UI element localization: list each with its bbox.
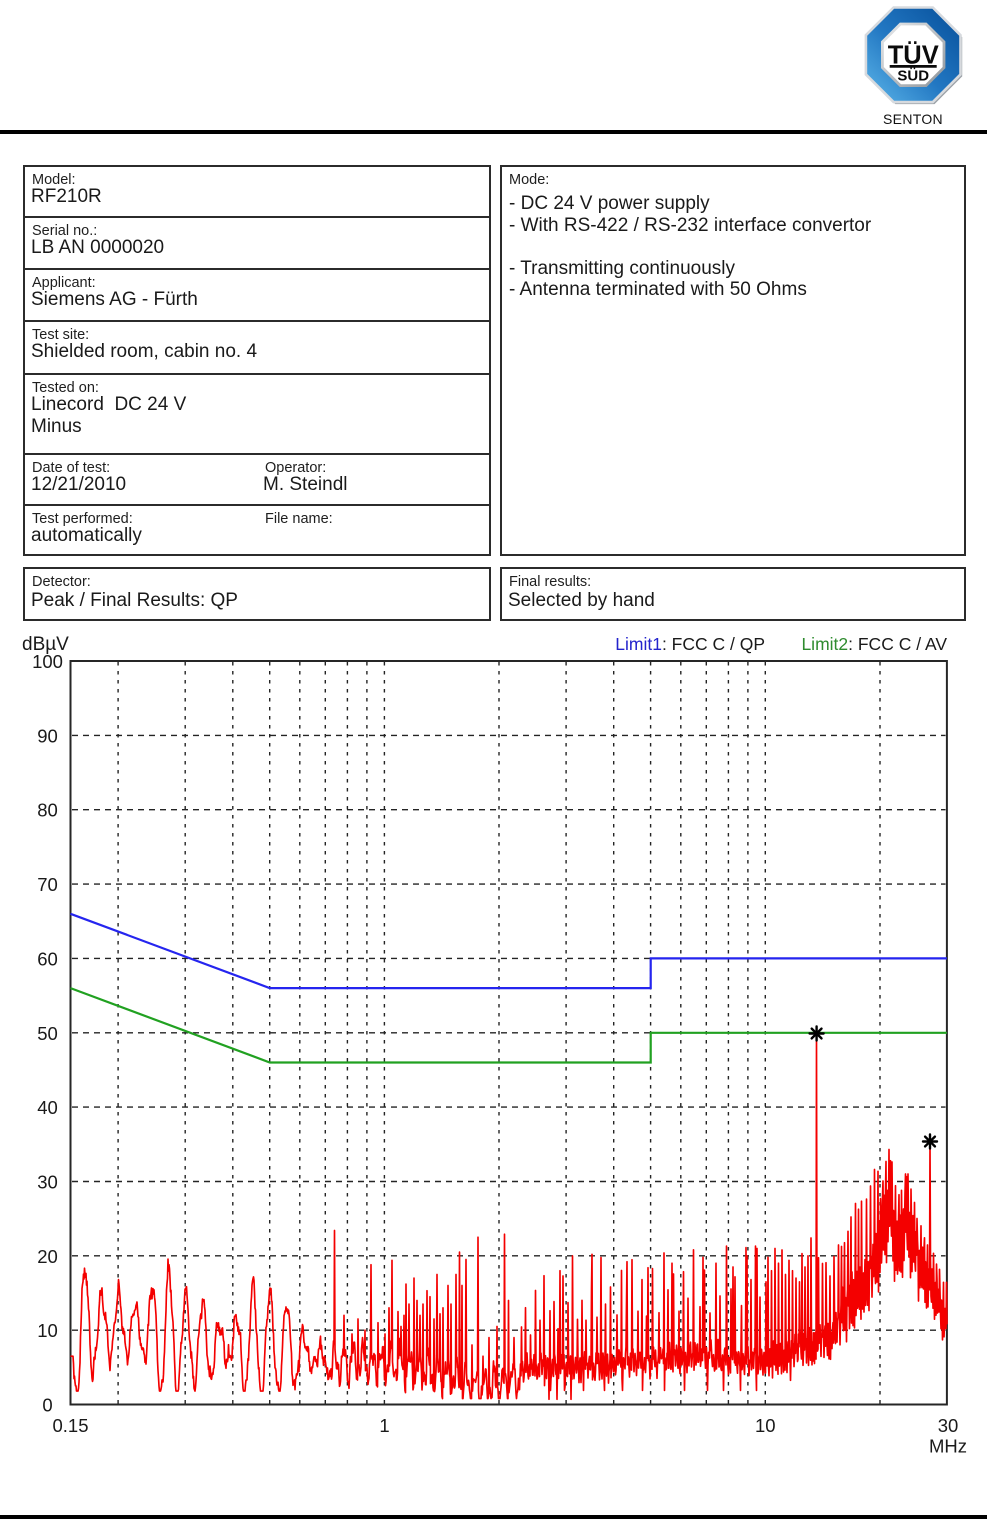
svg-text:30: 30 — [37, 1171, 58, 1192]
svg-text:MHz: MHz — [929, 1436, 967, 1457]
svg-text:0.15: 0.15 — [52, 1415, 88, 1436]
svg-text:60: 60 — [37, 948, 58, 969]
svg-text:100: 100 — [32, 651, 63, 672]
svg-text:TÜV: TÜV — [888, 40, 939, 69]
svg-text:70: 70 — [37, 874, 58, 895]
svg-text:SÜD: SÜD — [897, 67, 929, 84]
svg-text:50: 50 — [37, 1023, 58, 1044]
svg-text:Limit2: FCC C / AV: Limit2: FCC C / AV — [801, 634, 947, 654]
svg-text:90: 90 — [37, 725, 58, 746]
svg-text:20: 20 — [37, 1246, 58, 1267]
svg-text:10: 10 — [755, 1415, 776, 1436]
svg-text:1: 1 — [379, 1415, 389, 1436]
svg-text:80: 80 — [37, 800, 58, 821]
svg-text:dBµV: dBµV — [22, 634, 69, 655]
svg-text:Limit1: FCC C / QP: Limit1: FCC C / QP — [615, 634, 765, 654]
svg-text:0: 0 — [42, 1395, 52, 1416]
svg-text:40: 40 — [37, 1097, 58, 1118]
svg-text:10: 10 — [37, 1320, 58, 1341]
svg-text:30: 30 — [938, 1415, 959, 1436]
